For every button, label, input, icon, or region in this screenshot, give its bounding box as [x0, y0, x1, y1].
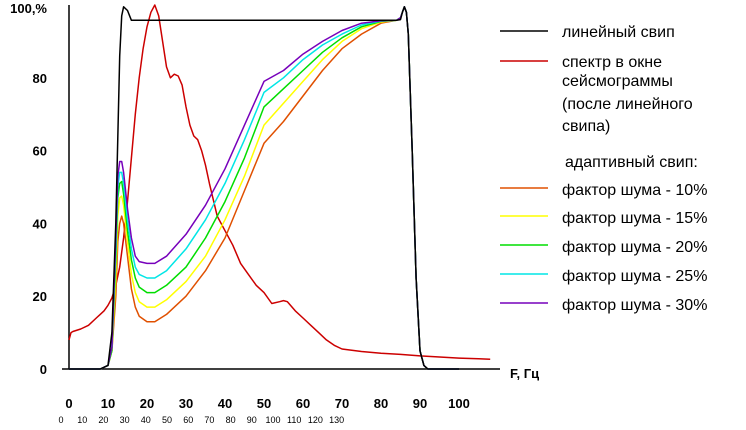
y-tick-label: 40	[33, 216, 47, 231]
y-tick-label: 0	[40, 362, 47, 377]
x-tick-label: 20	[140, 396, 154, 411]
axes	[62, 5, 500, 370]
x-axis-label: F, Гц	[510, 366, 539, 381]
y-top-label: 100,%	[10, 1, 47, 16]
x-tick-label: 50	[257, 396, 271, 411]
x-tick-label: 10	[101, 396, 115, 411]
y-ticks: 0 20 40 60 80	[33, 71, 47, 377]
legend-subtitle: адаптивный свип:	[565, 154, 698, 171]
x-tick-label: 70	[335, 396, 349, 411]
legend-label-spectrum-line4: свипа)	[562, 118, 610, 135]
series-noise-30	[69, 6, 459, 370]
x-tick-secondary-label: 70	[204, 415, 214, 425]
legend-label-spectrum-line1: спектр в окне	[562, 54, 662, 71]
x-tick-secondary-label: 80	[226, 415, 236, 425]
y-tick-label: 80	[33, 71, 47, 86]
x-tick-label: 60	[296, 396, 310, 411]
x-tick-label: 80	[374, 396, 388, 411]
legend-label-noise-25: фактор шума - 25%	[562, 268, 707, 285]
y-tick-label: 60	[33, 144, 47, 159]
legend-label-noise-15: фактор шума - 15%	[562, 210, 707, 227]
legend-label-noise-30: фактор шума - 30%	[562, 297, 707, 314]
legend-label-noise-20: фактор шума - 20%	[562, 239, 707, 256]
x-tick-label: 40	[218, 396, 232, 411]
legend-label-spectrum: спектр в окне сейсмограммы (после линейн…	[562, 54, 697, 135]
x-tick-secondary-label: 0	[58, 415, 63, 425]
x-tick-secondary-label: 40	[141, 415, 151, 425]
series-noise-10	[69, 6, 459, 370]
x-ticks-secondary: 0 10 20 30 40 50 60 70 80 90 100 110 120 130	[58, 415, 344, 425]
legend-label-noise-10: фактор шума - 10%	[562, 182, 707, 199]
series-noise-15	[69, 6, 459, 370]
x-tick-secondary-label: 90	[247, 415, 257, 425]
x-ticks: 0 10 20 30 40 50 60 70 80 90 100	[65, 396, 469, 411]
series-group	[68, 4, 491, 370]
legend: линейный свип спектр в окне сейсмограммы…	[500, 24, 707, 314]
x-tick-secondary-label: 120	[308, 415, 323, 425]
x-tick-label: 90	[413, 396, 427, 411]
x-tick-secondary-label: 130	[329, 415, 344, 425]
series-noise-20	[69, 6, 459, 370]
x-tick-secondary-label: 30	[120, 415, 130, 425]
x-tick-secondary-label: 20	[98, 415, 108, 425]
x-tick-secondary-label: 10	[77, 415, 87, 425]
x-tick-label: 100	[448, 396, 470, 411]
series-noise-25	[69, 6, 459, 370]
series-linear-sweep	[69, 6, 459, 370]
x-tick-secondary-label: 110	[287, 415, 301, 425]
legend-label-linear: линейный свип	[562, 24, 675, 41]
x-tick-secondary-label: 60	[183, 415, 193, 425]
legend-label-spectrum-line2: сейсмограммы	[562, 73, 673, 90]
x-tick-label: 30	[179, 396, 193, 411]
x-tick-secondary-label: 100	[265, 415, 280, 425]
x-tick-secondary-label: 50	[162, 415, 172, 425]
series-spectrum	[68, 4, 491, 360]
x-tick-label: 0	[65, 396, 72, 411]
y-tick-label: 20	[33, 289, 47, 304]
legend-label-spectrum-line3: (после линейного	[562, 96, 693, 113]
